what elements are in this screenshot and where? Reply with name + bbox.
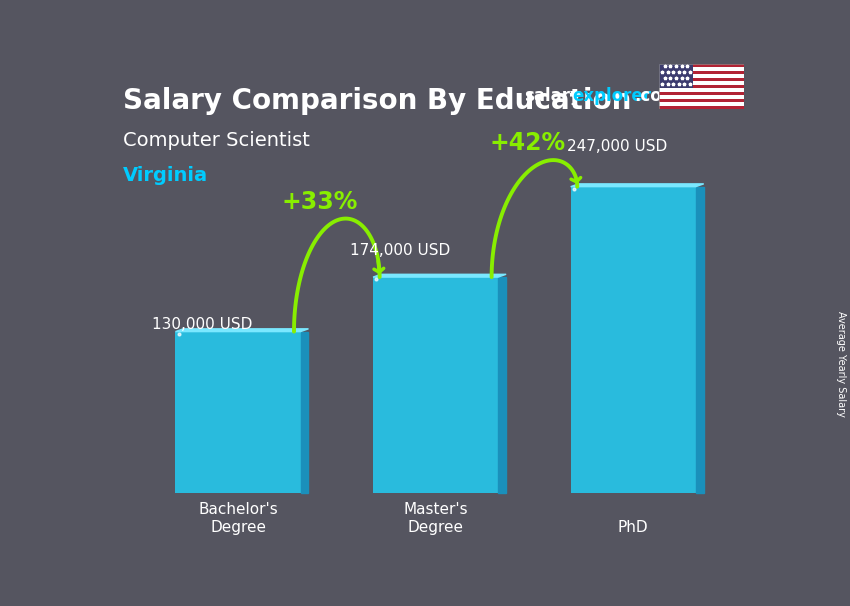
Bar <box>659 74 744 78</box>
Bar <box>659 78 744 81</box>
Bar <box>659 105 744 109</box>
Polygon shape <box>570 184 704 187</box>
Bar <box>659 99 744 102</box>
Text: Bachelor's
Degree: Bachelor's Degree <box>198 502 278 534</box>
Text: 130,000 USD: 130,000 USD <box>152 316 252 331</box>
Bar <box>659 95 744 99</box>
Bar <box>659 88 744 92</box>
Text: Virginia: Virginia <box>122 166 208 185</box>
Text: salary: salary <box>524 87 581 105</box>
Bar <box>570 187 696 493</box>
Bar <box>659 64 744 67</box>
Bar <box>659 102 744 105</box>
Text: +42%: +42% <box>489 132 565 155</box>
Bar <box>659 71 744 74</box>
Bar <box>659 67 744 71</box>
Text: Computer Scientist: Computer Scientist <box>122 131 309 150</box>
Polygon shape <box>498 277 506 493</box>
Text: Salary Comparison By Education: Salary Comparison By Education <box>122 87 631 115</box>
Bar <box>175 331 301 493</box>
Text: PhD: PhD <box>618 520 649 534</box>
Text: 174,000 USD: 174,000 USD <box>350 244 450 258</box>
Text: Master's
Degree: Master's Degree <box>403 502 468 534</box>
Bar <box>659 64 693 88</box>
Text: Average Yearly Salary: Average Yearly Salary <box>836 311 846 416</box>
Bar <box>659 92 744 95</box>
Text: 247,000 USD: 247,000 USD <box>568 139 667 154</box>
Polygon shape <box>301 331 309 493</box>
Text: .com: .com <box>635 87 680 105</box>
Text: explorer: explorer <box>572 87 651 105</box>
Bar <box>659 81 744 85</box>
Polygon shape <box>696 187 704 493</box>
Polygon shape <box>175 329 309 331</box>
Bar <box>659 85 744 88</box>
Bar <box>373 277 498 493</box>
Text: +33%: +33% <box>281 190 357 214</box>
Polygon shape <box>373 275 506 277</box>
